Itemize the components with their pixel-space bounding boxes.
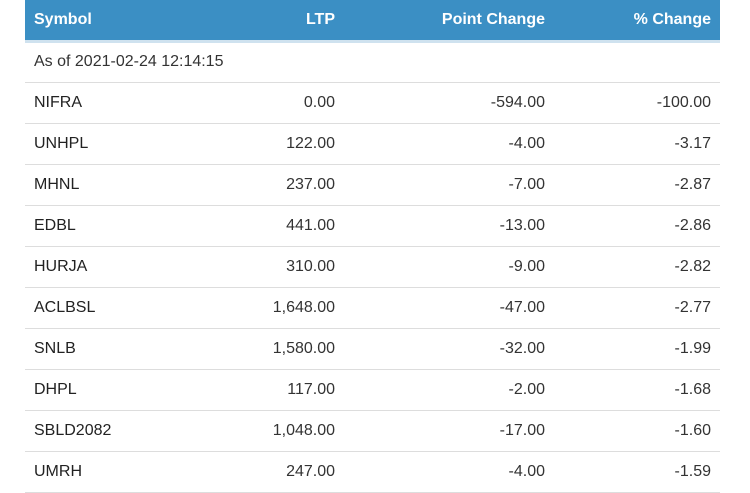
cell-symbol[interactable]: ACLBSL <box>25 287 175 329</box>
header-row: Symbol LTP Point Change % Change <box>25 0 720 43</box>
cell-ltp: 237.00 <box>175 164 343 206</box>
cell-symbol[interactable]: SNLB <box>25 328 175 370</box>
table-body: As of 2021-02-24 12:14:15 NIFRA 0.00 -594.… <box>25 41 720 493</box>
cell-symbol[interactable]: EDBL <box>25 205 175 247</box>
cell-pct-change: -2.77 <box>553 287 720 329</box>
cell-point-change: -4.00 <box>343 123 553 165</box>
cell-symbol[interactable]: SBLD2082 <box>25 410 175 452</box>
top-losers-table-container: Symbol LTP Point Change % Change As of 2… <box>25 0 720 493</box>
table-row[interactable]: MHNL 237.00 -7.00 -2.87 <box>25 164 720 206</box>
cell-pct-change: -1.59 <box>553 451 720 493</box>
table-row[interactable]: UMRH 247.00 -4.00 -1.59 <box>25 451 720 493</box>
as-of-timestamp: As of 2021-02-24 12:14:15 <box>25 41 720 83</box>
cell-point-change: -2.00 <box>343 369 553 411</box>
cell-point-change: -32.00 <box>343 328 553 370</box>
cell-pct-change: -100.00 <box>553 82 720 124</box>
cell-ltp: 0.00 <box>175 82 343 124</box>
cell-point-change: -47.00 <box>343 287 553 329</box>
cell-pct-change: -1.68 <box>553 369 720 411</box>
cell-ltp: 1,648.00 <box>175 287 343 329</box>
table-row[interactable]: NIFRA 0.00 -594.00 -100.00 <box>25 82 720 124</box>
table-row[interactable]: DHPL 117.00 -2.00 -1.68 <box>25 369 720 411</box>
cell-point-change: -9.00 <box>343 246 553 288</box>
cell-point-change: -17.00 <box>343 410 553 452</box>
column-header-ltp[interactable]: LTP <box>175 0 343 43</box>
table-row[interactable]: SBLD2082 1,048.00 -17.00 -1.60 <box>25 410 720 452</box>
cell-point-change: -7.00 <box>343 164 553 206</box>
cell-pct-change: -2.86 <box>553 205 720 247</box>
cell-ltp: 247.00 <box>175 451 343 493</box>
cell-ltp: 441.00 <box>175 205 343 247</box>
cell-pct-change: -1.60 <box>553 410 720 452</box>
cell-symbol[interactable]: MHNL <box>25 164 175 206</box>
cell-pct-change: -1.99 <box>553 328 720 370</box>
column-header-point-change[interactable]: Point Change <box>343 0 553 43</box>
cell-symbol[interactable]: UMRH <box>25 451 175 493</box>
column-header-pct-change[interactable]: % Change <box>553 0 720 43</box>
top-losers-table: Symbol LTP Point Change % Change As of 2… <box>25 0 720 493</box>
table-row[interactable]: EDBL 441.00 -13.00 -2.86 <box>25 205 720 247</box>
cell-pct-change: -2.87 <box>553 164 720 206</box>
table-header: Symbol LTP Point Change % Change <box>25 0 720 43</box>
cell-pct-change: -3.17 <box>553 123 720 165</box>
table-row[interactable]: ACLBSL 1,648.00 -47.00 -2.77 <box>25 287 720 329</box>
cell-ltp: 122.00 <box>175 123 343 165</box>
cell-ltp: 310.00 <box>175 246 343 288</box>
cell-symbol[interactable]: DHPL <box>25 369 175 411</box>
table-row[interactable]: UNHPL 122.00 -4.00 -3.17 <box>25 123 720 165</box>
cell-point-change: -4.00 <box>343 451 553 493</box>
cell-ltp: 117.00 <box>175 369 343 411</box>
cell-point-change: -594.00 <box>343 82 553 124</box>
cell-pct-change: -2.82 <box>553 246 720 288</box>
cell-ltp: 1,580.00 <box>175 328 343 370</box>
cell-symbol[interactable]: NIFRA <box>25 82 175 124</box>
table-row[interactable]: HURJA 310.00 -9.00 -2.82 <box>25 246 720 288</box>
column-header-symbol[interactable]: Symbol <box>25 0 175 43</box>
as-of-row: As of 2021-02-24 12:14:15 <box>25 41 720 83</box>
table-row[interactable]: SNLB 1,580.00 -32.00 -1.99 <box>25 328 720 370</box>
cell-symbol[interactable]: HURJA <box>25 246 175 288</box>
cell-point-change: -13.00 <box>343 205 553 247</box>
cell-ltp: 1,048.00 <box>175 410 343 452</box>
cell-symbol[interactable]: UNHPL <box>25 123 175 165</box>
